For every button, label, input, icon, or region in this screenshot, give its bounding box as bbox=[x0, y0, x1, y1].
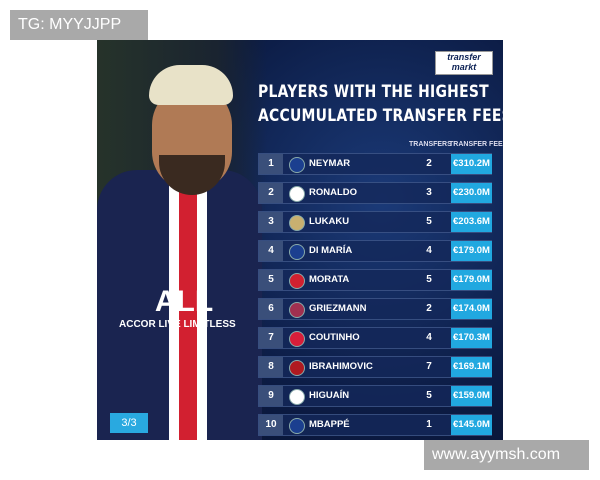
transfermarkt-logo: transfer markt bbox=[435, 51, 493, 75]
player-name: COUTINHO bbox=[309, 332, 360, 343]
transfer-count: 7 bbox=[426, 361, 432, 372]
column-header-transfers: TRANSFERS bbox=[409, 141, 452, 148]
table-row: 7 COUTINHO 4 €170.3M bbox=[258, 327, 492, 349]
milan-badge-icon bbox=[289, 360, 305, 376]
player-name: MORATA bbox=[309, 274, 350, 285]
transfer-count: 5 bbox=[426, 390, 432, 401]
player-name: IBRAHIMOVIC bbox=[309, 361, 373, 372]
rank: 1 bbox=[259, 154, 283, 174]
transfer-count: 2 bbox=[426, 303, 432, 314]
rank: 7 bbox=[259, 328, 283, 348]
player-photo: ALL ACCOR LIVE LIMITLESS bbox=[97, 40, 267, 440]
transfer-count: 2 bbox=[426, 158, 432, 169]
table-row: 9 HIGUAÍN 5 €159.0M bbox=[258, 385, 492, 407]
table-row: 2 RONALDO 3 €230.0M bbox=[258, 182, 492, 204]
page-title: PLAYERS WITH THE HIGHEST ACCUMULATED TRAN… bbox=[258, 82, 503, 126]
psg-badge-icon bbox=[289, 244, 305, 260]
table-row: 1 NEYMAR 2 €310.2M bbox=[258, 153, 492, 175]
transfer-fee: €169.1M bbox=[451, 357, 492, 377]
transfer-count: 5 bbox=[426, 274, 432, 285]
table-row: 10 MBAPPÉ 1 €145.0M bbox=[258, 414, 492, 436]
transfer-fee: €145.0M bbox=[451, 415, 492, 435]
table-row: 4 DI MARÍA 4 €179.0M bbox=[258, 240, 492, 262]
transfer-fee: €230.0M bbox=[451, 183, 492, 203]
jersey-sponsor: ALL ACCOR LIVE LIMITLESS bbox=[119, 285, 236, 330]
infographic: ALL ACCOR LIVE LIMITLESS transfer markt P… bbox=[97, 40, 503, 440]
atletico-badge-icon bbox=[289, 273, 305, 289]
transfer-count: 1 bbox=[426, 419, 432, 430]
player-name: GRIEZMANN bbox=[309, 303, 367, 314]
player-name: HIGUAÍN bbox=[309, 390, 350, 401]
psg-badge-icon bbox=[289, 157, 305, 173]
juventus-badge-icon bbox=[289, 389, 305, 405]
transfer-count: 5 bbox=[426, 216, 432, 227]
transfer-fee: €179.0M bbox=[451, 241, 492, 261]
transfer-fee: €170.3M bbox=[451, 328, 492, 348]
rank: 9 bbox=[259, 386, 283, 406]
watermark-top: TG: MYYJJPP bbox=[10, 10, 148, 40]
juventus-badge-icon bbox=[289, 186, 305, 202]
transfer-fee: €310.2M bbox=[451, 154, 492, 174]
rank: 2 bbox=[259, 183, 283, 203]
player-name: RONALDO bbox=[309, 187, 358, 198]
player-name: DI MARÍA bbox=[309, 245, 353, 256]
rank: 5 bbox=[259, 270, 283, 290]
transfer-fee: €159.0M bbox=[451, 386, 492, 406]
bayern-badge-icon bbox=[289, 331, 305, 347]
barcelona-badge-icon bbox=[289, 302, 305, 318]
inter-badge-icon bbox=[289, 215, 305, 231]
transfer-count: 4 bbox=[426, 245, 432, 256]
player-name: LUKAKU bbox=[309, 216, 350, 227]
page-indicator: 3/3 bbox=[110, 413, 148, 433]
transfer-fee: €174.0M bbox=[451, 299, 492, 319]
rank: 6 bbox=[259, 299, 283, 319]
column-header-fee: TRANSFER FEE bbox=[449, 141, 503, 148]
transfer-count: 4 bbox=[426, 332, 432, 343]
table-row: 6 GRIEZMANN 2 €174.0M bbox=[258, 298, 492, 320]
player-name: NEYMAR bbox=[309, 158, 351, 169]
player-name: MBAPPÉ bbox=[309, 419, 350, 430]
transfer-count: 3 bbox=[426, 187, 432, 198]
psg-badge-icon bbox=[289, 418, 305, 434]
rank: 3 bbox=[259, 212, 283, 232]
table-row: 3 LUKAKU 5 €203.6M bbox=[258, 211, 492, 233]
rank: 4 bbox=[259, 241, 283, 261]
transfer-fee: €203.6M bbox=[451, 212, 492, 232]
table-row: 5 MORATA 5 €179.0M bbox=[258, 269, 492, 291]
transfer-fee: €179.0M bbox=[451, 270, 492, 290]
watermark-bottom: www.ayymsh.com bbox=[424, 440, 589, 470]
rank: 10 bbox=[259, 415, 283, 435]
table-row: 8 IBRAHIMOVIC 7 €169.1M bbox=[258, 356, 492, 378]
rank: 8 bbox=[259, 357, 283, 377]
